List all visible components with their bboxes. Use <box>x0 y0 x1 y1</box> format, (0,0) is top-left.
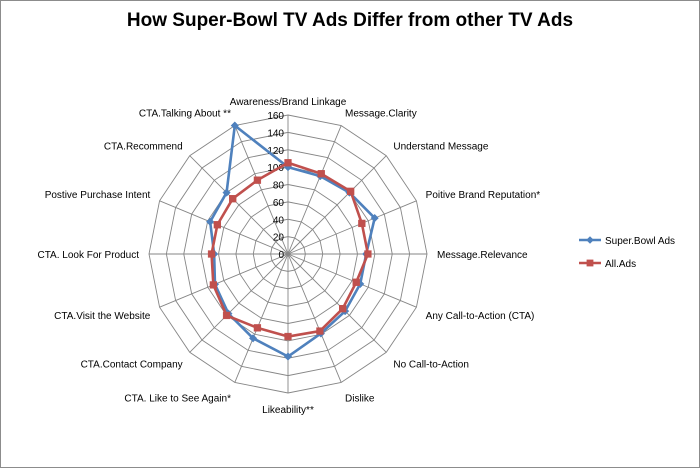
category-label-9: CTA. Like to See Again* <box>124 394 231 405</box>
spoke-1 <box>287 125 342 255</box>
category-label-4: Message.Relevance <box>437 250 528 261</box>
legend-marker-0 <box>586 236 594 244</box>
point-1-9 <box>253 324 262 332</box>
tick-label-0: 0 <box>278 250 284 261</box>
point-0-9 <box>248 334 258 343</box>
spoke-6 <box>287 253 387 353</box>
point-1-15 <box>253 176 262 184</box>
legend-label-1: All.Ads <box>605 259 636 270</box>
tick-label-40: 40 <box>273 215 285 226</box>
point-1-3 <box>358 219 366 228</box>
point-1-0 <box>284 159 292 167</box>
tick-label-60: 60 <box>273 198 285 209</box>
point-1-13 <box>213 221 222 229</box>
point-1-12 <box>207 250 216 258</box>
category-label-5: Any Call-to-Action (CTA) <box>426 311 535 322</box>
category-label-8: Likeability** <box>262 405 314 416</box>
point-0-3 <box>370 213 379 223</box>
tick-label-120: 120 <box>267 146 284 157</box>
point-1-8 <box>284 332 292 341</box>
category-label-1: Message.Clarity <box>345 108 417 119</box>
point-1-7 <box>316 327 324 335</box>
legend: Super.Bowl Ads All.Ads <box>579 236 675 270</box>
category-label-6: No Call-to-Action <box>393 359 469 370</box>
point-1-14 <box>229 195 237 203</box>
category-label-2: Understand Message <box>393 142 488 153</box>
point-0-14 <box>222 188 231 197</box>
category-label-13: Postive Purchase Intent <box>45 190 151 201</box>
category-label-12: CTA. Look For Product <box>37 250 139 261</box>
tick-label-20: 20 <box>273 233 285 244</box>
spoke-9 <box>234 253 289 383</box>
data-series <box>205 121 379 361</box>
spoke-13 <box>159 200 289 255</box>
point-1-6 <box>339 305 347 313</box>
point-1-5 <box>352 278 360 286</box>
point-0-15 <box>230 121 239 130</box>
series-line-0 <box>208 124 376 358</box>
point-0-8 <box>283 352 293 361</box>
legend-label-0: Super.Bowl Ads <box>605 236 675 247</box>
tick-label-160: 160 <box>267 111 284 122</box>
category-label-11: CTA.Visit the Website <box>54 311 151 322</box>
point-1-4 <box>364 250 372 258</box>
point-1-10 <box>222 311 231 320</box>
spoke-11 <box>159 253 289 308</box>
category-label-14: CTA.Recommend <box>104 142 183 153</box>
spoke-14 <box>189 155 289 255</box>
category-label-15: CTA.Talking About ** <box>139 108 231 119</box>
spoke-5 <box>287 253 417 308</box>
chart-title: How Super-Bowl TV Ads Differ from other … <box>126 10 574 31</box>
spoke-3 <box>287 200 417 255</box>
category-label-7: Dislike <box>345 394 375 405</box>
point-1-1 <box>317 170 325 178</box>
category-label-3: Poitive Brand Reputation* <box>426 190 541 201</box>
spoke-10 <box>189 253 289 353</box>
radar-spokes <box>149 115 427 393</box>
point-1-11 <box>209 281 218 289</box>
legend-marker-1 <box>586 259 594 267</box>
point-1-2 <box>347 187 355 195</box>
tick-label-140: 140 <box>267 128 284 139</box>
category-label-0: Awareness/Brand Linkage <box>230 97 347 108</box>
spoke-15 <box>234 125 289 255</box>
spoke-2 <box>287 155 387 255</box>
point-0-13 <box>205 217 215 226</box>
tick-label-80: 80 <box>273 181 285 192</box>
spoke-7 <box>287 253 342 383</box>
category-label-10: CTA.Contact Company <box>81 359 183 370</box>
